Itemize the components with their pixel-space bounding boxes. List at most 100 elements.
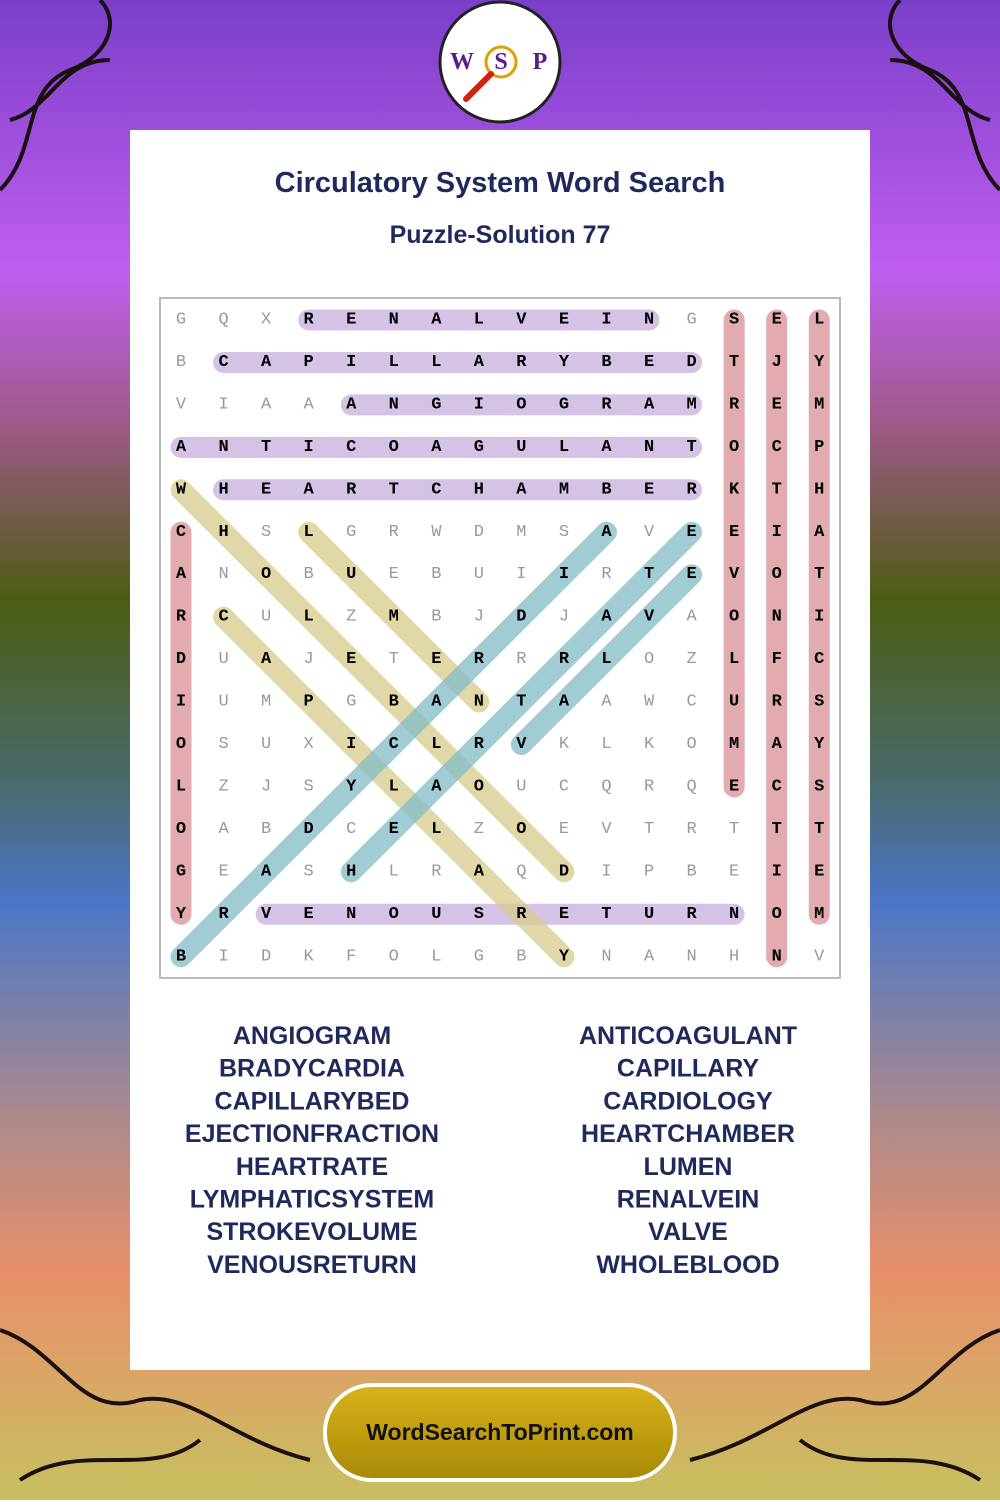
grid-letter: I — [601, 311, 611, 330]
grid-letter: E — [389, 565, 399, 584]
grid-letter: I — [772, 523, 782, 542]
grid-letter: H — [814, 480, 824, 499]
word: RENALVEIN — [617, 1186, 760, 1214]
grid-letter: L — [729, 650, 739, 669]
grid-letter: W — [644, 693, 655, 712]
grid-letter: T — [601, 905, 611, 924]
grid-letter: Y — [176, 905, 187, 924]
grid-letter: K — [559, 735, 570, 754]
grid-letter: E — [346, 650, 356, 669]
logo-letter: P — [533, 49, 548, 75]
grid-letter: L — [431, 947, 441, 966]
grid-letter: E — [559, 820, 569, 839]
grid-letter: A — [601, 438, 612, 457]
grid-letter: L — [431, 353, 441, 372]
grid-letter: S — [218, 735, 228, 754]
grid-letter: E — [559, 311, 569, 330]
grid-letter: J — [772, 353, 782, 372]
grid-letter: J — [474, 608, 484, 627]
grid-letter: C — [772, 777, 782, 796]
grid-letter: Q — [218, 311, 228, 330]
grid-letter: C — [686, 693, 696, 712]
grid-letter: E — [559, 905, 569, 924]
grid-letter: C — [176, 523, 186, 542]
logo-lens — [484, 45, 518, 79]
grid-letter: A — [601, 523, 612, 542]
grid-letter: Z — [686, 650, 696, 669]
grid-letter: R — [601, 565, 611, 584]
word: HEARTCHAMBER — [581, 1120, 795, 1148]
grid-letter: G — [431, 395, 441, 414]
grid-letter: Y — [559, 353, 570, 372]
grid-letter: B — [431, 608, 441, 627]
grid-letter: P — [644, 862, 654, 881]
grid-letter: S — [304, 862, 314, 881]
grid-letter: D — [261, 947, 271, 966]
grid-letter: F — [346, 947, 356, 966]
grid-letter: L — [176, 777, 186, 796]
grid-letter: T — [261, 438, 271, 457]
grid-letter: I — [176, 693, 186, 712]
grid-letter: A — [176, 438, 187, 457]
grid-letter: A — [772, 735, 783, 754]
grid-letter: S — [261, 523, 271, 542]
grid-letter: A — [686, 608, 697, 627]
grid-letter: B — [304, 565, 314, 584]
grid-letter: R — [431, 862, 441, 881]
grid-letter: T — [814, 820, 824, 839]
grid-letter: V — [601, 820, 612, 839]
word: WHOLEBLOOD — [596, 1251, 779, 1279]
grid-letter: R — [644, 777, 654, 796]
grid-letter: A — [431, 777, 442, 796]
grid-letter: B — [176, 353, 186, 372]
grid-letter: T — [644, 565, 654, 584]
footer-text: WordSearchToPrint.com — [366, 1419, 634, 1445]
grid-letter: E — [772, 311, 782, 330]
grid-letter: L — [389, 353, 399, 372]
grid-letter: N — [218, 565, 228, 584]
grid-letter: M — [516, 523, 526, 542]
grid-letter: S — [559, 523, 569, 542]
grid-letter: R — [176, 608, 187, 627]
grid-letter: C — [431, 480, 441, 499]
grid-letter: E — [729, 777, 739, 796]
grid-letter: E — [431, 650, 441, 669]
grid-letter: D — [176, 650, 186, 669]
grid-letter: T — [772, 480, 782, 499]
grid-letter: M — [389, 608, 399, 627]
grid-letter: A — [304, 395, 315, 414]
grid-letter: G — [346, 693, 356, 712]
grid-letter: A — [814, 523, 825, 542]
grid-letter: L — [431, 735, 441, 754]
grid-letter: A — [261, 650, 272, 669]
grid-letter: S — [474, 905, 484, 924]
grid-letter: E — [686, 565, 696, 584]
grid-letter: E — [772, 395, 782, 414]
grid-letter: H — [218, 480, 228, 499]
word: BRADYCARDIA — [219, 1055, 405, 1083]
grid-letter: E — [218, 862, 228, 881]
grid-letter: G — [346, 523, 356, 542]
grid-letter: N — [772, 608, 782, 627]
grid-letter: T — [814, 565, 824, 584]
word: CAPILLARYBED — [215, 1087, 410, 1115]
grid-letter: L — [601, 735, 611, 754]
grid-letter: A — [601, 608, 612, 627]
grid-letter: B — [686, 862, 696, 881]
grid-letter: O — [389, 947, 399, 966]
grid-letter: F — [772, 650, 782, 669]
grid-letter: V — [644, 523, 655, 542]
grid-letter: T — [516, 693, 526, 712]
grid-letter: U — [346, 565, 356, 584]
grid-letter: R — [729, 395, 740, 414]
grid-letter: M — [686, 395, 696, 414]
grid-letter: C — [772, 438, 782, 457]
grid-letter: T — [772, 820, 782, 839]
grid-letter: E — [729, 523, 739, 542]
footer-button[interactable] — [323, 1383, 677, 1482]
grid-letter: N — [772, 947, 782, 966]
grid-letter: V — [814, 947, 825, 966]
grid-letter: X — [304, 735, 314, 754]
grid-letter: H — [474, 480, 484, 499]
